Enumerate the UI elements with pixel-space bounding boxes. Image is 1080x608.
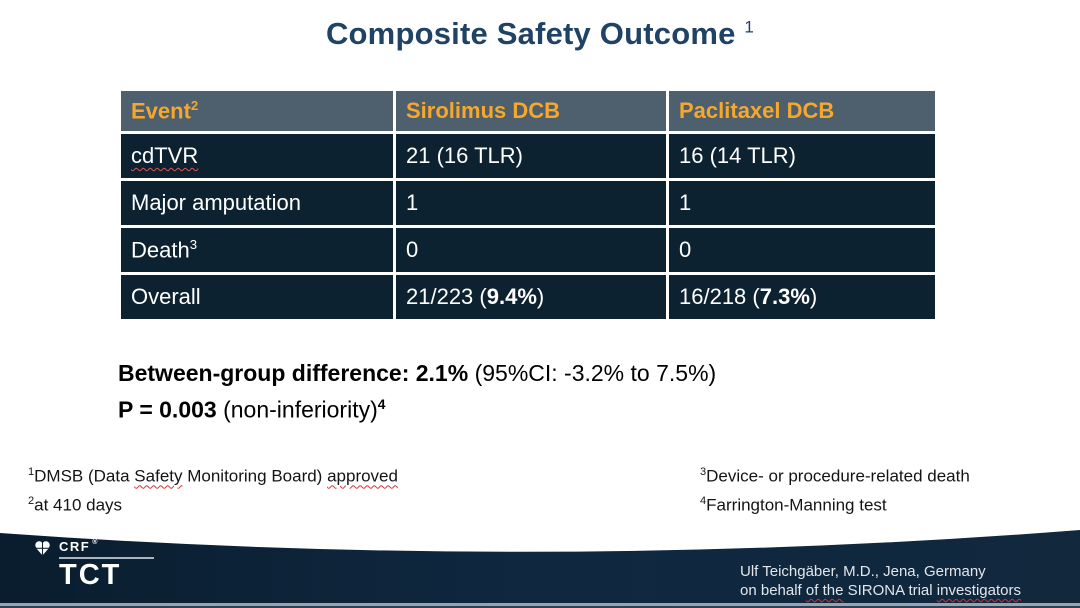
cell-amputation-paclitaxel: 1	[666, 178, 938, 228]
logo-text-column: CRF ® TCT	[59, 539, 154, 590]
cell-death-paclitaxel: 0	[666, 225, 938, 275]
cell-cdtvr-paclitaxel: 16 (14 TLR)	[666, 131, 938, 181]
header-event: Event2	[118, 88, 396, 134]
crf-heart-icon	[34, 539, 56, 590]
cell-label-overall: Overall	[118, 272, 396, 322]
registered-mark: ®	[92, 539, 98, 546]
footnote-1: 1DMSB (Data Safety Monitoring Board) app…	[28, 466, 398, 486]
footnote-4: 4Farrington-Manning test	[700, 494, 887, 515]
between-group-difference-line: Between-group difference: 2.1% (95%CI: -…	[118, 360, 717, 386]
cell-cdtvr-sirolimus: 21 (16 TLR)	[393, 131, 669, 181]
cell-overall-sirolimus: 21/223 (9.4%)	[393, 272, 669, 322]
header-event-superscript: 2	[190, 97, 199, 113]
crf-wordmark: CRF ®	[59, 539, 98, 554]
presenter-affiliation-line: on behalf of the SIRONA trial investigat…	[740, 582, 1021, 599]
presenter-credits: Ulf Teichgäber, M.D., Jena, Germany on b…	[740, 562, 1021, 600]
table-row-overall: Overall 21/223 (9.4%) 16/218 (7.3%)	[118, 272, 938, 322]
cell-death-sirolimus: 0	[393, 225, 669, 275]
death-superscript: 3	[189, 236, 198, 252]
header-paclitaxel: Paclitaxel DCB	[666, 88, 938, 134]
page-title-text: Composite Safety Outcome	[325, 16, 736, 51]
cell-overall-paclitaxel: 16/218 (7.3%)	[666, 272, 938, 322]
page-title-superscript: 1	[744, 17, 755, 37]
footnotes-left: 1DMSB (Data Safety Monitoring Board) app…	[28, 460, 398, 517]
tct-wordmark: TCT	[59, 559, 122, 591]
presenter-name-line: Ulf Teichgäber, M.D., Jena, Germany	[740, 563, 986, 580]
cell-label-cdtvr: cdTVR	[118, 131, 396, 181]
footer-curved-band	[0, 530, 1080, 608]
cell-amputation-sirolimus: 1	[393, 178, 669, 228]
footer: CRF ® TCT Ulf Teichgäber, M.D., Jena, Ge…	[0, 528, 1080, 608]
crf-tct-logo: CRF ® TCT	[34, 539, 154, 590]
cell-label-amputation: Major amputation	[118, 178, 396, 228]
table-row: Death3 0 0	[118, 225, 938, 275]
table-row: Major amputation 1 1	[118, 178, 938, 228]
footnote-3: 3Device- or procedure-related death	[700, 466, 970, 486]
header-sirolimus: Sirolimus DCB	[393, 88, 669, 134]
cell-label-death: Death3	[118, 225, 396, 275]
table-row: cdTVR 21 (16 TLR) 16 (14 TLR)	[118, 131, 938, 181]
table-header-row: Event2 Sirolimus DCB Paclitaxel DCB	[118, 88, 938, 134]
footnote-2: 2at 410 days	[28, 494, 123, 515]
logo-divider-line	[59, 557, 154, 559]
safety-outcome-table: Event2 Sirolimus DCB Paclitaxel DCB cdTV…	[118, 88, 938, 322]
p-value-line: P = 0.003 (non-inferiority)4	[118, 396, 386, 423]
p-value-superscript: 4	[377, 397, 386, 412]
page-title: Composite Safety Outcome 1	[0, 16, 1080, 52]
footnotes-right: 3Device- or procedure-related death 4Far…	[700, 460, 970, 517]
statistics-block: Between-group difference: 2.1% (95%CI: -…	[118, 358, 716, 426]
